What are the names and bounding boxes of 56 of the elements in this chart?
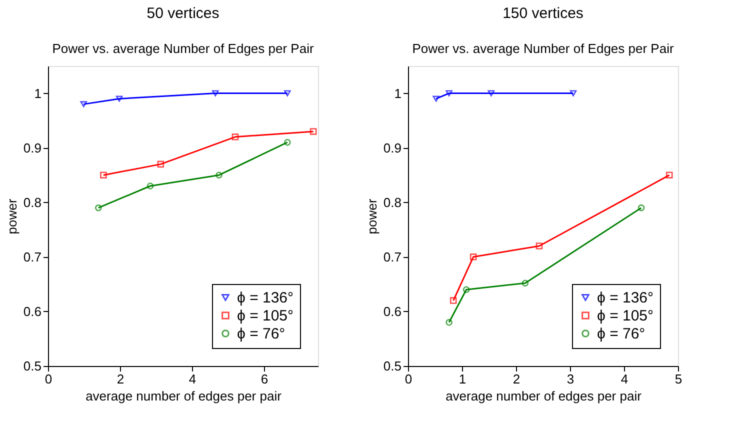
point xyxy=(80,101,88,108)
y-tick-label: 0.9 xyxy=(383,140,402,156)
x-tick-label: 5 xyxy=(674,372,682,386)
y-tick-label: 0.5 xyxy=(23,358,42,374)
point xyxy=(116,96,123,102)
point xyxy=(522,280,529,286)
chart-subtitle: Power vs. average Number of Edges per Pair xyxy=(52,41,314,56)
y-tick-label: 0.5 xyxy=(383,358,402,374)
point xyxy=(310,128,317,135)
point xyxy=(157,160,164,168)
legend-label: ϕ = 105° xyxy=(237,308,294,324)
chart-subtitle: Power vs. average Number of Edges per Pair xyxy=(412,41,674,56)
x-tick-label: 4 xyxy=(620,372,628,386)
point xyxy=(212,90,219,96)
point xyxy=(470,254,477,260)
y-axis-title: power xyxy=(4,198,20,234)
y-tick-label: 0.9 xyxy=(23,140,42,156)
point xyxy=(432,96,440,102)
y-tick-label: 0.6 xyxy=(383,304,402,319)
x-tick-label: 4 xyxy=(188,372,196,386)
point xyxy=(450,297,457,304)
point xyxy=(146,182,154,190)
y-tick-label: 0.7 xyxy=(23,249,42,264)
y-axis-title: power xyxy=(364,198,380,234)
x-tick-label: 0 xyxy=(44,372,52,386)
x-tick-label: 2 xyxy=(512,372,520,386)
y-tick-label: 0.8 xyxy=(383,194,402,210)
point xyxy=(666,172,673,178)
legend-label: ϕ = 76° xyxy=(597,326,646,342)
x-tick-label: 2 xyxy=(116,372,124,386)
x-tick-label: 6 xyxy=(260,372,268,386)
point xyxy=(232,134,239,140)
x-axis-title: average number of edges per pair xyxy=(446,388,642,404)
legend-label: ϕ = 76° xyxy=(237,326,286,342)
x-tick-label: 0 xyxy=(404,372,412,386)
point xyxy=(216,172,222,178)
chart-title: 50 vertices xyxy=(146,5,220,22)
legend-label: ϕ = 105° xyxy=(597,308,654,324)
point xyxy=(536,242,543,250)
x-tick-label: 3 xyxy=(566,372,574,386)
point xyxy=(100,172,107,178)
y-tick-label: 0.6 xyxy=(23,304,42,319)
point xyxy=(570,90,577,96)
legend-label: ϕ = 136° xyxy=(237,290,294,306)
point xyxy=(488,90,495,96)
y-tick-label: 1 xyxy=(34,86,42,101)
x-axis-title: average number of edges per pair xyxy=(86,388,282,404)
chart-title: 150 vertices xyxy=(502,5,584,22)
point xyxy=(284,90,291,96)
x-tick-label: 1 xyxy=(458,372,466,386)
legend-label: ϕ = 136° xyxy=(597,290,654,306)
y-tick-label: 1 xyxy=(394,86,402,101)
point xyxy=(446,90,452,96)
y-tick-label: 0.7 xyxy=(383,249,402,264)
y-tick-label: 0.8 xyxy=(23,194,42,210)
point xyxy=(462,286,470,294)
